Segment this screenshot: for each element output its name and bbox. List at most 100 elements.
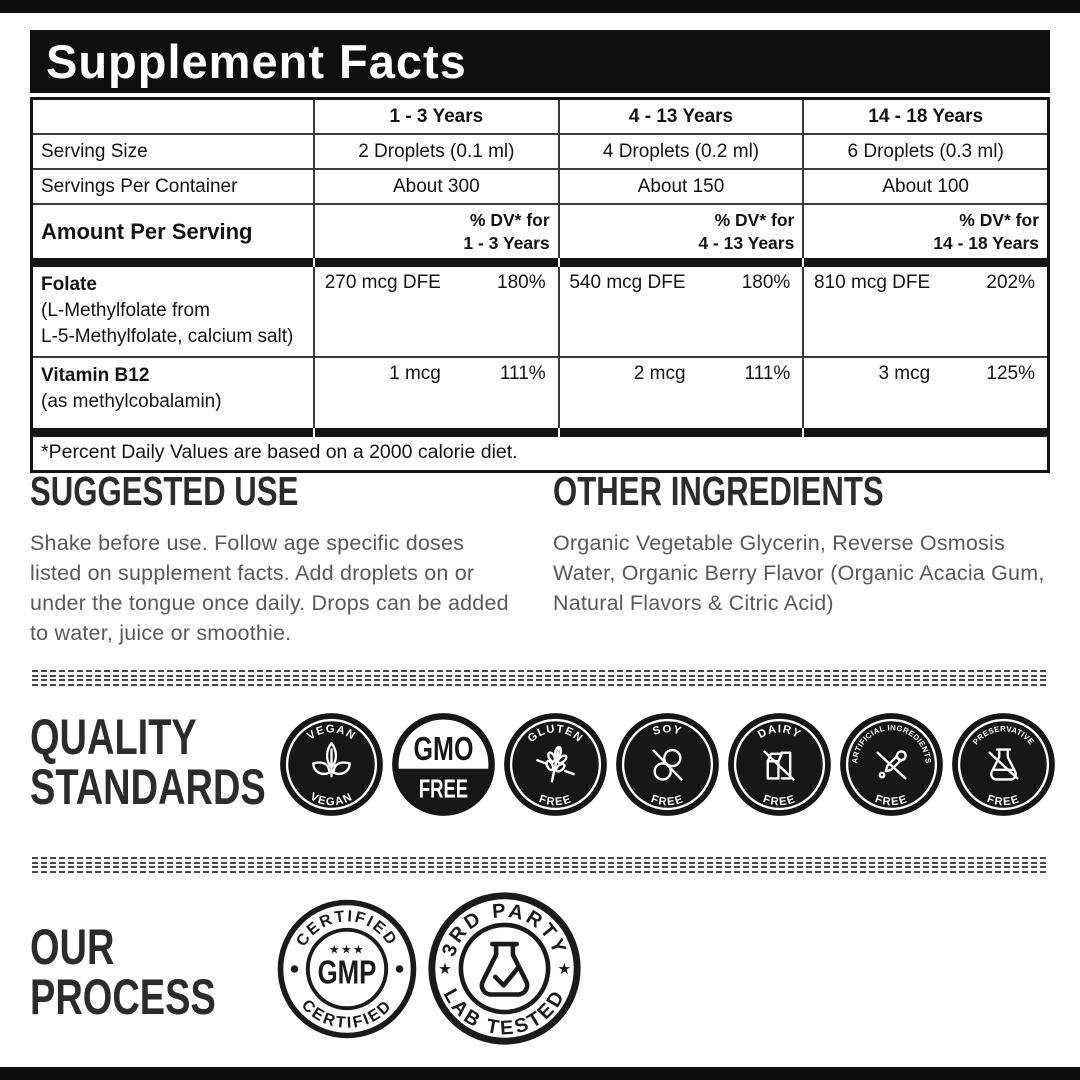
b12-col1: 1 mcg 111% (313, 358, 558, 428)
dv-footnote: *Percent Daily Values are based on a 200… (41, 441, 518, 463)
svg-text:FREE: FREE (419, 776, 468, 804)
table-row-amount-per-serving: Amount Per Serving % DV* for 1 - 3 Years… (33, 205, 1047, 258)
age-column-3: 14 - 18 Years (802, 100, 1047, 133)
folate-sub2: L-5-Methylfolate, calcium salt) (41, 326, 294, 348)
folate-amount-2: 540 mcg DFE (569, 272, 686, 293)
quality-standards-heading: QUALITY STANDARDS (30, 712, 266, 812)
b12-col2: 2 mcg 111% (557, 358, 803, 428)
quality-badges-row: VEGAN VEGAN GMO FREE GLUT (278, 711, 1057, 818)
folate-amount-3: 810 mcg DFE (814, 272, 931, 293)
dairy-free-badge: DAIRY FREE (728, 713, 831, 816)
folate-sub1: (L-Methylfolate from (41, 300, 210, 322)
supplement-facts-title-bar: Supplement Facts (30, 30, 1050, 93)
dv-header-2: % DV* for 4 - 13 Years (557, 205, 803, 258)
right-dot (395, 965, 404, 973)
leaf-icon (312, 741, 351, 778)
flask-check-icon (479, 941, 530, 997)
suggested-use-body: Shake before use. Follow age specific do… (30, 531, 509, 645)
right-star-icon: ★ (557, 961, 571, 978)
b12-label: Vitamin B12 (as methylcobalamin) (33, 358, 313, 428)
dv-header-2-line1: % DV* for (714, 209, 795, 230)
serving-size-value-1: 2 Droplets (0.1 ml) (313, 135, 558, 168)
servings-per-container-label: Servings Per Container (41, 175, 238, 197)
dv-header-3: % DV* for 14 - 18 Years (802, 205, 1047, 258)
soybean-icon (652, 748, 683, 781)
folate-col1: 270 mcg DFE 180% (313, 267, 558, 356)
dv-header-3-line1: % DV* for (959, 209, 1039, 230)
table-row-serving-size: Serving Size 2 Droplets (0.1 ml) 4 Dropl… (33, 135, 1047, 170)
gmo-free-badge: GMO FREE (392, 713, 495, 816)
age-column-2: 4 - 13 Years (557, 100, 803, 133)
dashed-divider-1 (32, 670, 1048, 686)
lab-tested-badge: ★ ★ 3RD PARTY LAB TESTED (428, 892, 581, 1045)
gmp-text: GMP (318, 955, 377, 992)
age-column-1: 1 - 3 Years (313, 100, 558, 133)
quality-standards-heading-line2: STANDARDS (30, 759, 266, 815)
folate-col3: 810 mcg DFE 202% (802, 267, 1047, 356)
our-process-heading: OUR PROCESS (30, 922, 216, 1022)
supplement-facts-panel: Supplement Facts 1 - 3 Years 4 - 13 Year… (30, 30, 1050, 473)
gluten-free-badge: GLUTEN FREE (504, 713, 607, 816)
table-row-servings-per-container: Servings Per Container About 300 About 1… (33, 170, 1047, 205)
svg-text:GMO: GMO (414, 731, 474, 768)
servings-value-3: About 100 (802, 170, 1047, 203)
folate-col2: 540 mcg DFE 180% (557, 267, 803, 356)
dashed-divider-2 (32, 857, 1048, 873)
milk-carton-icon (763, 750, 795, 781)
serving-size-label: Serving Size (41, 140, 148, 162)
stars-icon: ★★★ (329, 943, 365, 957)
other-ingredients-body: Organic Vegetable Glycerin, Reverse Osmo… (553, 531, 1045, 615)
wheat-icon (536, 745, 575, 783)
supplement-facts-table: 1 - 3 Years 4 - 13 Years 14 - 18 Years S… (30, 97, 1050, 473)
b12-amount-1: 1 mcg (389, 363, 441, 384)
svg-text:SOY: SOY (651, 723, 683, 737)
dv-header-3-line2: 14 - 18 Years (933, 232, 1039, 253)
other-ingredients-block: OTHER INGREDIENTS Organic Vegetable Glyc… (553, 470, 1050, 648)
bottom-edge-strip (0, 1067, 1080, 1080)
left-star-icon: ★ (438, 961, 452, 978)
suggested-use-heading: SUGGESTED USE (30, 468, 299, 514)
dropper-icon (876, 750, 907, 780)
serving-size-value-3: 6 Droplets (0.3 ml) (802, 135, 1047, 168)
table-row-age-groups: 1 - 3 Years 4 - 13 Years 14 - 18 Years (33, 100, 1047, 135)
b12-amount-2: 2 mcg (633, 363, 686, 384)
b12-name: Vitamin B12 (41, 365, 150, 386)
servings-value-2: About 150 (557, 170, 803, 203)
vegan-badge: VEGAN VEGAN (280, 713, 383, 816)
quality-standards-heading-line1: QUALITY (30, 709, 197, 765)
folate-name: Folate (41, 274, 97, 295)
b12-sub1: (as methylcobalamin) (41, 391, 222, 413)
b12-col3: 3 mcg 125% (802, 358, 1047, 428)
table-row-folate: Folate (L-Methylfolate from L-5-Methylfo… (33, 267, 1047, 358)
left-dot (290, 965, 299, 973)
svg-text:VEGAN: VEGAN (308, 791, 355, 808)
b12-dv-1: 111% (499, 363, 546, 384)
folate-dv-1: 180% (497, 272, 546, 293)
folate-amount-1: 270 mcg DFE (324, 272, 441, 293)
gmp-certified-badge: CERTIFIED ★★★ GMP CERTIFIED (277, 899, 417, 1039)
dv-header-2-line2: 4 - 13 Years (698, 232, 795, 253)
our-process-heading-line1: OUR (30, 919, 115, 975)
b12-dv-3: 125% (986, 363, 1035, 384)
dv-header-1: % DV* for 1 - 3 Years (313, 205, 558, 258)
suggested-use-block: SUGGESTED USE Shake before use. Follow a… (30, 470, 553, 648)
amount-per-serving-label: Amount Per Serving (41, 218, 253, 244)
flask-icon (988, 748, 1019, 781)
supplement-facts-title: Supplement Facts (46, 35, 467, 88)
dv-header-1-line2: 1 - 3 Years (463, 232, 550, 253)
our-process-heading-line2: PROCESS (30, 969, 216, 1025)
dv-header-1-line1: % DV* for (469, 209, 550, 230)
b12-amount-3: 3 mcg (878, 363, 931, 384)
artificial-ingredients-free-badge: ARTIFICIAL INGREDIENTS FREE (840, 713, 943, 816)
folate-label: Folate (L-Methylfolate from L-5-Methylfo… (33, 267, 313, 356)
b12-dv-2: 111% (744, 363, 791, 384)
top-edge-strip (0, 0, 1080, 13)
folate-dv-3: 202% (986, 272, 1035, 293)
table-row-vitamin-b12: Vitamin B12 (as methylcobalamin) 1 mcg 1… (33, 358, 1047, 428)
thick-divider-bar (33, 258, 1047, 267)
age-header-empty-cell (33, 100, 313, 133)
svg-text:DAIRY: DAIRY (756, 723, 803, 741)
other-ingredients-heading: OTHER INGREDIENTS (553, 468, 884, 514)
gmo-bottom-half (394, 768, 493, 814)
